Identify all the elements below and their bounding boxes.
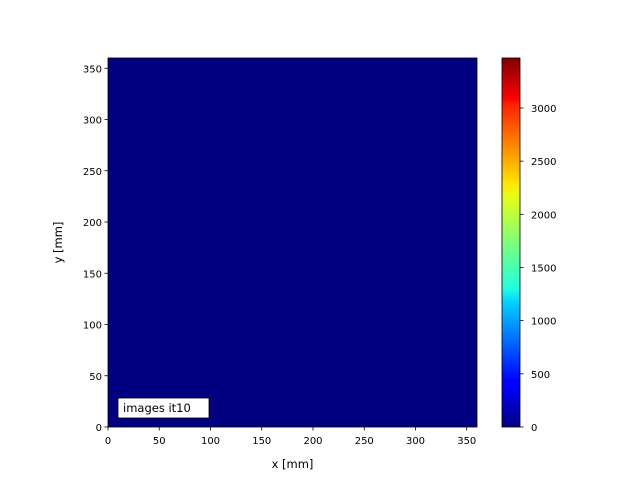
x-tick-label: 250	[355, 436, 374, 447]
annotation-box: images it10	[117, 397, 210, 419]
x-tick-label: 300	[406, 436, 425, 447]
colorbar-tick-label: 1000	[531, 317, 556, 328]
heatmap-image	[108, 58, 477, 427]
y-tick-label: 100	[83, 321, 102, 332]
colorbar-tick-label: 2000	[531, 210, 556, 221]
annotation-text: images it10	[123, 401, 191, 415]
x-tick-label: 0	[105, 436, 111, 447]
y-tick-label: 150	[83, 269, 102, 280]
y-tick-label: 50	[89, 372, 102, 383]
plot-frame	[107, 57, 478, 428]
y-tick-label: 200	[83, 218, 102, 229]
colorbar-tick-label: 2500	[531, 157, 556, 168]
y-tick-label: 0	[96, 423, 102, 434]
colorbar-tick-label: 3000	[531, 104, 556, 115]
colorbar-tick-label: 500	[531, 370, 550, 381]
x-tick-label: 50	[153, 436, 166, 447]
y-axis-label: y [mm]	[51, 222, 65, 264]
x-tick-label: 150	[252, 436, 271, 447]
y-tick-label: 250	[83, 167, 102, 178]
x-tick-label: 350	[457, 436, 476, 447]
colorbar	[501, 57, 521, 428]
x-tick-label: 200	[303, 436, 322, 447]
colorbar-tick-label: 1500	[531, 263, 556, 274]
x-axis-label: x [mm]	[272, 457, 314, 471]
y-tick-label: 350	[83, 64, 102, 75]
x-tick-label: 100	[201, 436, 220, 447]
y-tick-label: 300	[83, 116, 102, 127]
colorbar-tick-label: 0	[531, 423, 537, 434]
